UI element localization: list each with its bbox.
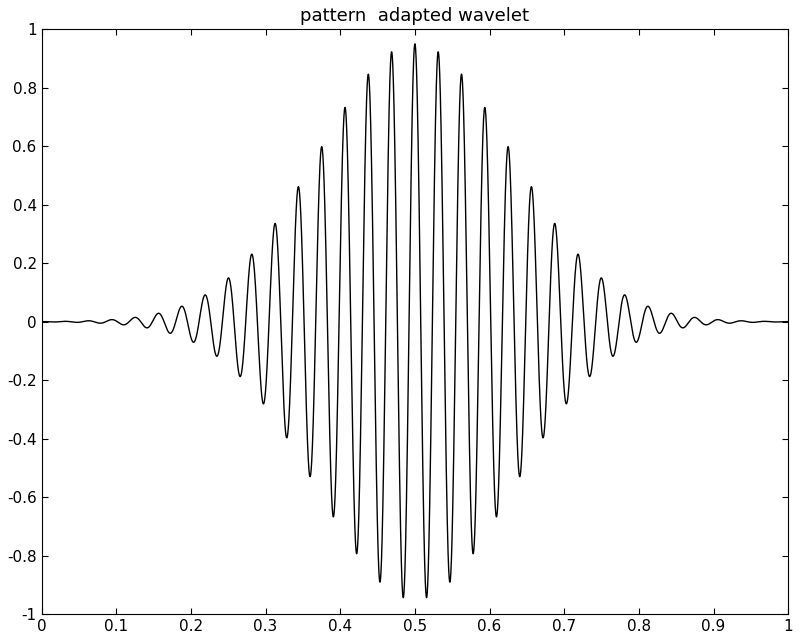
Title: pattern  adapted wavelet: pattern adapted wavelet <box>300 7 530 25</box>
